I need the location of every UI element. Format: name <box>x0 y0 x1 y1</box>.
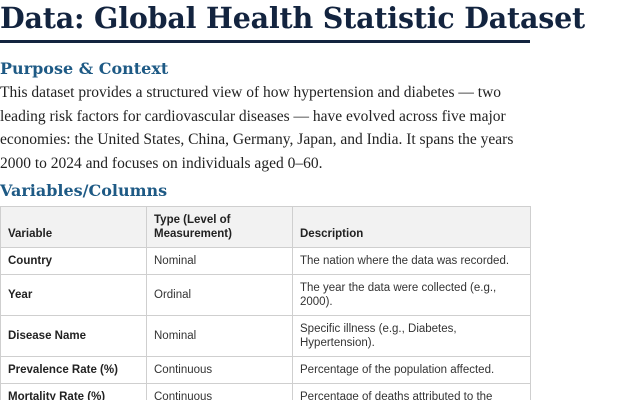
column-header-variable: Variable <box>0 206 147 248</box>
cell-variable: Mortality Rate (%) <box>0 383 147 400</box>
cell-description: Percentage of the population affected. <box>292 356 531 384</box>
purpose-paragraph: This dataset provides a structured view … <box>0 84 514 172</box>
cell-description: The year the data were collected (e.g., … <box>292 274 531 316</box>
table-row: Disease Name Nominal Specific illness (e… <box>0 315 531 357</box>
column-header-description: Description <box>292 206 531 248</box>
cell-variable: Year <box>0 274 147 316</box>
table-row: Year Ordinal The year the data were coll… <box>0 274 531 316</box>
cell-description: Percentage of deaths attributed to the <box>292 383 531 400</box>
title-divider <box>0 40 530 43</box>
column-header-type: Type (Level of Measurement) <box>146 206 293 248</box>
cell-type: Ordinal <box>146 274 293 316</box>
cell-variable: Prevalence Rate (%) <box>0 356 147 384</box>
page-title: Data: Global Health Statistic Dataset <box>0 1 586 35</box>
table-row: Country Nominal The nation where the dat… <box>0 247 531 275</box>
cell-type: Nominal <box>146 247 293 275</box>
variables-table: Variable Type (Level of Measurement) Des… <box>0 206 531 400</box>
purpose-heading: Purpose & Context <box>0 59 169 78</box>
variables-heading: Variables/Columns <box>0 181 168 200</box>
cell-variable: Disease Name <box>0 315 147 357</box>
cell-type: Nominal <box>146 315 293 357</box>
table-row: Mortality Rate (%) Continuous Percentage… <box>0 383 531 400</box>
cell-variable: Country <box>0 247 147 275</box>
cell-description: Specific illness (e.g., Diabetes, Hypert… <box>292 315 531 357</box>
cell-description: The nation where the data was recorded. <box>292 247 531 275</box>
table-header-row: Variable Type (Level of Measurement) Des… <box>0 206 531 248</box>
cell-type: Continuous <box>146 356 293 384</box>
cell-type: Continuous <box>146 383 293 400</box>
table-row: Prevalence Rate (%) Continuous Percentag… <box>0 356 531 384</box>
